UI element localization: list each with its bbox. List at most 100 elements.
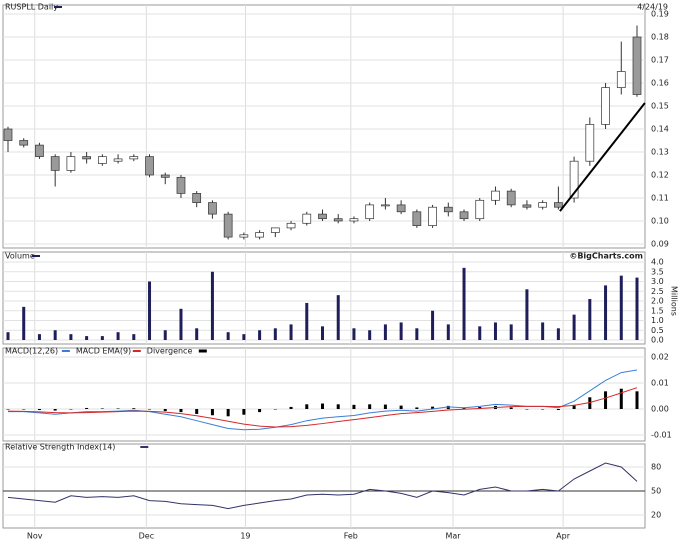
divergence-bar	[6, 409, 10, 410]
y-tick-label: 0.14	[651, 125, 669, 134]
divergence-bar	[572, 404, 576, 409]
volume-bar	[368, 330, 372, 340]
volume-bar	[148, 281, 152, 340]
legend-label: Relative Strength Index(14)	[5, 443, 115, 452]
x-tick-label: Mar	[445, 532, 461, 541]
y-tick-label: 0.19	[651, 10, 669, 19]
candle-body	[349, 218, 359, 222]
y-tick-label: 1.5	[651, 306, 664, 315]
divergence-bar	[53, 409, 57, 411]
divergence-bar	[132, 408, 136, 409]
volume-bar	[179, 308, 183, 340]
divergence-bar	[556, 409, 560, 411]
volume-bar	[415, 328, 419, 340]
candle-body	[176, 176, 186, 194]
chart-title: RUSPLL Daily	[5, 3, 58, 12]
volume-bar	[210, 271, 214, 340]
volume-bar	[195, 328, 199, 340]
divergence-bar	[179, 409, 183, 413]
divergence-bar	[368, 404, 372, 409]
divergence-bar	[462, 407, 466, 409]
candle-body	[82, 156, 91, 160]
y-tick-label: 80	[651, 463, 661, 472]
volume-bar	[588, 299, 592, 340]
volume-bar	[242, 334, 246, 340]
volume-bar	[226, 332, 230, 340]
volume-bar	[462, 267, 466, 340]
volume-bar	[604, 285, 608, 340]
candle-body	[396, 204, 406, 213]
candle-body	[19, 140, 29, 146]
volume-bar	[22, 306, 26, 340]
candle-body	[491, 190, 500, 201]
y-tick-label: 3.5	[651, 267, 664, 276]
volume-bar	[37, 334, 41, 340]
divergence-bar	[37, 409, 41, 411]
volume-bar	[493, 322, 497, 340]
y-tick-label: 0.00	[651, 405, 669, 414]
y-tick-label: 0.12	[651, 171, 669, 180]
divergence-bar	[195, 409, 199, 414]
candle-body	[522, 204, 532, 208]
y-tick-label: 0.02	[651, 353, 669, 362]
candle-body	[632, 36, 642, 95]
y-tick-label: 4.0	[651, 258, 664, 267]
divergence-bar	[321, 403, 324, 409]
divergence-bar	[635, 391, 639, 409]
divergence-bar	[604, 391, 608, 409]
series-line	[7, 387, 638, 428]
y-tick-label: 2.0	[651, 297, 664, 306]
candle-body	[616, 71, 626, 88]
x-tick-label: Apr	[556, 532, 571, 541]
divergence-bar	[273, 409, 277, 410]
volume-bar	[53, 330, 57, 340]
y-tick-label: 0.01	[651, 379, 669, 388]
y-tick-label: 1.0	[651, 316, 664, 325]
divergence-bar	[525, 409, 529, 410]
volume-bar	[116, 332, 120, 340]
candle-body	[302, 213, 312, 224]
y-tick-label: 0.11	[651, 194, 669, 203]
y-tick-label: -0.01	[651, 431, 672, 440]
divergence-bar	[588, 397, 592, 409]
panel-frame	[2, 347, 646, 442]
chart-date: 4/24/19	[637, 3, 668, 12]
volume-bar	[258, 330, 262, 340]
x-tick-label: 19	[240, 532, 250, 541]
divergence-bar	[226, 409, 230, 417]
divergence-bar	[305, 404, 309, 409]
divergence-bar	[22, 409, 26, 410]
candle-body	[333, 218, 343, 222]
divergence-bar	[509, 407, 513, 409]
volume-bar	[619, 275, 623, 340]
y-tick-label: 2.5	[651, 287, 664, 296]
candle-body	[145, 156, 154, 176]
legend-label: Divergence	[147, 347, 193, 356]
volume-bar	[132, 334, 136, 340]
x-tick-label: Nov	[27, 532, 43, 541]
divergence-bar	[163, 409, 167, 412]
y-tick-label: 0.15	[651, 102, 669, 111]
volume-bar	[352, 328, 356, 340]
volume-bar	[509, 324, 513, 340]
volume-bar	[399, 322, 403, 340]
volume-bar	[305, 302, 309, 340]
divergence-bar	[148, 409, 152, 410]
divergence-bar	[541, 409, 545, 410]
divergence-bar	[85, 407, 89, 409]
y-tick-label: 0.16	[651, 79, 669, 88]
x-tick-label: Dec	[139, 532, 154, 541]
legend-swatch	[198, 349, 207, 353]
legend-label: MACD EMA(9)	[76, 347, 131, 356]
volume-bar	[431, 310, 435, 340]
divergence-bar	[399, 405, 403, 409]
y-axis-label: Millions	[670, 286, 679, 316]
candle-body	[192, 193, 202, 203]
divergence-bar	[415, 407, 419, 409]
candle-body	[554, 202, 563, 208]
candle-body	[3, 128, 13, 141]
volume-bar	[556, 328, 560, 340]
candle-body	[506, 190, 516, 206]
volume-bar	[6, 332, 10, 340]
